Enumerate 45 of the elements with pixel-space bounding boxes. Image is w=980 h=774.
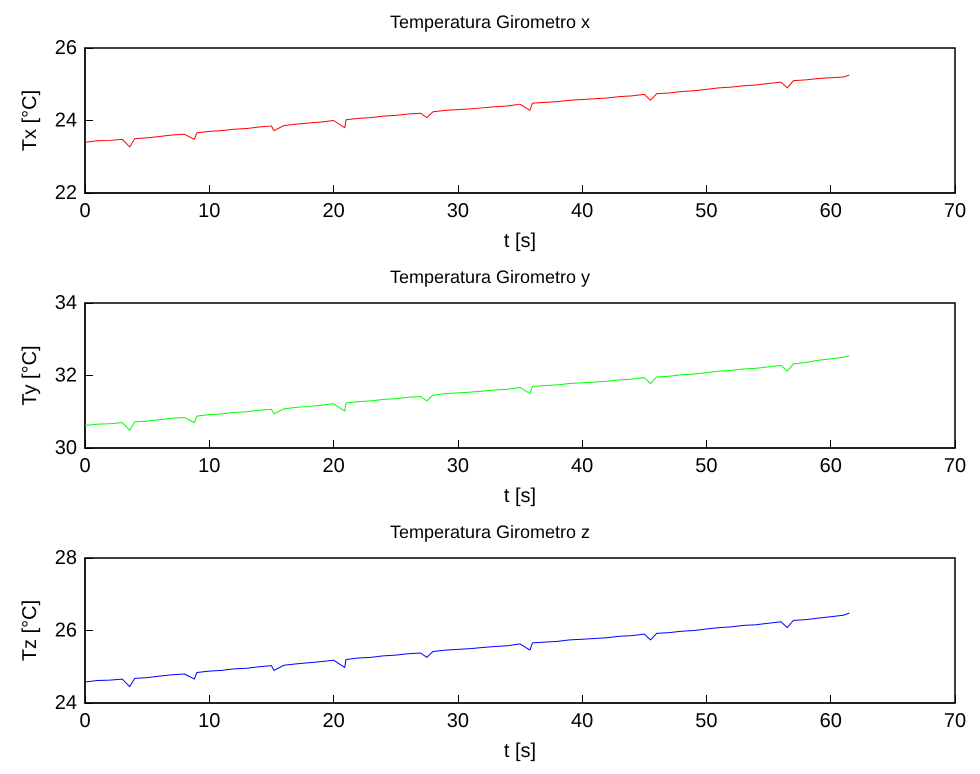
y-tick-label: 32 xyxy=(54,364,77,386)
x-tick-label: 60 xyxy=(820,710,842,732)
chart-title: Temperatura Girometro x xyxy=(390,12,590,32)
y-axis-title: Ty [°C] xyxy=(19,345,41,406)
x-tick-label: 50 xyxy=(695,455,718,477)
x-tick-label: 40 xyxy=(571,710,594,732)
x-tick-label: 30 xyxy=(446,455,469,477)
x-tick-label: 20 xyxy=(322,455,345,477)
x-tick-label: 70 xyxy=(944,200,966,222)
chart-title: Temperatura Girometro z xyxy=(390,522,590,542)
x-tick-label: 30 xyxy=(446,710,469,732)
x-tick-label: 60 xyxy=(820,455,842,477)
y-tick-label: 26 xyxy=(54,37,77,59)
x-tick-label: 70 xyxy=(944,710,966,732)
x-axis-title: t [s] xyxy=(504,740,536,762)
x-tick-label: 50 xyxy=(695,710,718,732)
x-tick-label: 10 xyxy=(198,455,220,477)
x-tick-label: 60 xyxy=(820,200,842,222)
x-axis-title: t [s] xyxy=(504,485,536,507)
y-tick-label: 34 xyxy=(54,292,77,314)
x-tick-label: 40 xyxy=(571,455,594,477)
x-axis-title: t [s] xyxy=(504,230,536,252)
x-tick-label: 20 xyxy=(322,710,345,732)
line-series xyxy=(84,74,850,148)
y-tick-label: 24 xyxy=(54,692,77,714)
y-tick-label: 24 xyxy=(54,110,77,132)
x-tick-label: 20 xyxy=(322,200,345,222)
x-tick-label: 0 xyxy=(79,455,91,477)
x-tick-label: 40 xyxy=(571,200,594,222)
x-tick-label: 50 xyxy=(695,200,718,222)
y-axis-title: Tz [°C] xyxy=(19,600,41,662)
x-tick-label: 30 xyxy=(446,200,469,222)
y-tick-label: 22 xyxy=(54,182,77,204)
x-tick-label: 0 xyxy=(79,710,91,732)
y-tick-label: 30 xyxy=(54,437,77,459)
x-tick-label: 70 xyxy=(944,455,966,477)
y-tick-label: 28 xyxy=(54,547,77,569)
x-tick-label: 10 xyxy=(198,200,220,222)
line-series xyxy=(84,612,850,688)
y-axis-title: Tx [°C] xyxy=(19,90,41,152)
y-tick-label: 26 xyxy=(54,620,77,642)
x-tick-label: 10 xyxy=(198,710,220,732)
x-tick-label: 0 xyxy=(79,200,91,222)
chart-title: Temperatura Girometro y xyxy=(390,267,590,287)
line-series xyxy=(84,355,850,431)
